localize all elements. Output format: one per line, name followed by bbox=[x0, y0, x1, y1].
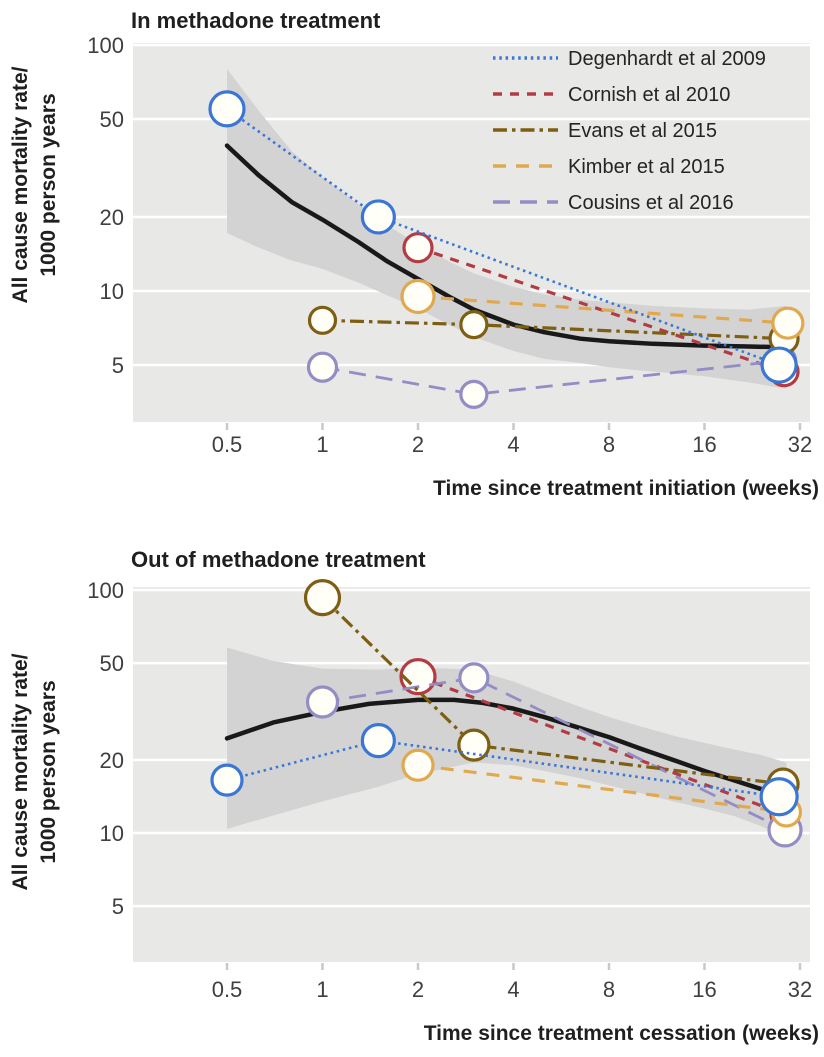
y-axis-title-bottom-line1: All cause mortality rate/ bbox=[9, 653, 32, 890]
chart-title-in-treatment: In methadone treatment bbox=[131, 8, 381, 33]
pooled-trend-line bbox=[224, 143, 789, 350]
y-axis-title-top-line1: All cause mortality rate/ bbox=[9, 66, 32, 303]
trend-layer bbox=[224, 68, 789, 389]
legend-item-label: Cornish et al 2010 bbox=[568, 84, 730, 106]
data-point bbox=[457, 728, 491, 762]
charts-layer: 0.5 1 2 4 8 16 32 100 50 20 10 5 Degenhardt et al 20… bbox=[87, 33, 812, 1002]
x-axis-title-initiation: Time since treatment initiation (weeks) bbox=[433, 477, 819, 500]
data-point bbox=[307, 305, 338, 335]
data-point bbox=[208, 90, 246, 128]
y-tick-label: 100 bbox=[87, 578, 124, 603]
data-point bbox=[305, 685, 340, 719]
series-line bbox=[417, 294, 788, 325]
series-line bbox=[322, 359, 781, 396]
series-line bbox=[322, 676, 786, 832]
series-line bbox=[417, 763, 787, 814]
legend-item-label: Kimber et al 2015 bbox=[568, 156, 725, 178]
chart-title-out-of-treatment: Out of methadone treatment bbox=[131, 547, 426, 572]
y-tick-label: 10 bbox=[100, 279, 124, 304]
y-axis-title-bottom-line2: 1000 person years bbox=[37, 680, 60, 863]
series-degenhardt-et-al-2009 bbox=[210, 723, 799, 817]
x-tick-label: 2 bbox=[412, 432, 424, 457]
x-tick-label: 1 bbox=[316, 977, 328, 1002]
data-point bbox=[399, 658, 437, 696]
x-tick-label: 32 bbox=[788, 977, 812, 1002]
y-tick-label: 100 bbox=[87, 33, 124, 58]
y-tick-label: 50 bbox=[100, 651, 124, 676]
x-tick-label: 4 bbox=[507, 432, 519, 457]
x-tick-label: 4 bbox=[507, 977, 519, 1002]
x-tick-label: 8 bbox=[603, 432, 615, 457]
x-tick-label: 16 bbox=[692, 432, 716, 457]
x-tick-label: 0.5 bbox=[212, 432, 243, 457]
data-point bbox=[459, 379, 489, 409]
y-tick-label: 10 bbox=[100, 821, 124, 846]
legend-item-label: Cousins et al 2016 bbox=[568, 192, 734, 214]
confidence-band bbox=[227, 68, 787, 389]
x-tick-label: 32 bbox=[788, 432, 812, 457]
data-point bbox=[306, 351, 339, 383]
x-tick-label: 1 bbox=[316, 432, 328, 457]
series-kimber-et-al-2015 bbox=[400, 278, 805, 340]
y-tick-label: 5 bbox=[112, 894, 124, 919]
legend: Degenhardt et al 2009 Cornish et al 2010 E… bbox=[493, 48, 766, 214]
y-tick-label: 20 bbox=[100, 748, 124, 773]
x-axis-title-cessation: Time since treatment cessation (weeks) bbox=[424, 1022, 819, 1045]
data-point bbox=[459, 310, 489, 340]
series-degenhardt-et-al-2009 bbox=[208, 90, 798, 384]
x-tick-label: 8 bbox=[603, 977, 615, 1002]
data-point bbox=[760, 346, 798, 384]
data-point bbox=[400, 278, 436, 315]
x-tick-label: 0.5 bbox=[212, 977, 243, 1002]
y-axis-title-top-line2: 1000 person years bbox=[37, 93, 60, 276]
data-point bbox=[360, 723, 396, 759]
chart-out-of-treatment: 0.5 1 2 4 8 16 32 100 50 20 10 5 bbox=[87, 578, 812, 1002]
chart-in-treatment: 0.5 1 2 4 8 16 32 100 50 20 10 5 Degenhardt et al 20… bbox=[87, 33, 812, 457]
legend-item-label: Degenhardt et al 2009 bbox=[568, 48, 766, 70]
series-line bbox=[226, 739, 780, 799]
data-point bbox=[303, 579, 342, 617]
y-tick-label: 20 bbox=[100, 205, 124, 230]
x-tick-label: 16 bbox=[692, 977, 716, 1002]
legend-item-label: Evans et al 2015 bbox=[568, 120, 717, 142]
data-point bbox=[771, 306, 805, 340]
y-tick-label: 50 bbox=[100, 107, 124, 132]
series-line bbox=[321, 596, 784, 786]
series-line bbox=[417, 675, 786, 817]
y-tick-label: 5 bbox=[112, 353, 124, 378]
confidence-band bbox=[227, 647, 787, 838]
data-point bbox=[210, 763, 244, 797]
data-point bbox=[401, 748, 435, 782]
data-point bbox=[402, 232, 434, 264]
x-tick-label: 2 bbox=[412, 977, 424, 1002]
series-line bbox=[417, 246, 785, 374]
data-point bbox=[759, 777, 799, 817]
data-point bbox=[458, 662, 490, 694]
data-point bbox=[360, 199, 396, 235]
